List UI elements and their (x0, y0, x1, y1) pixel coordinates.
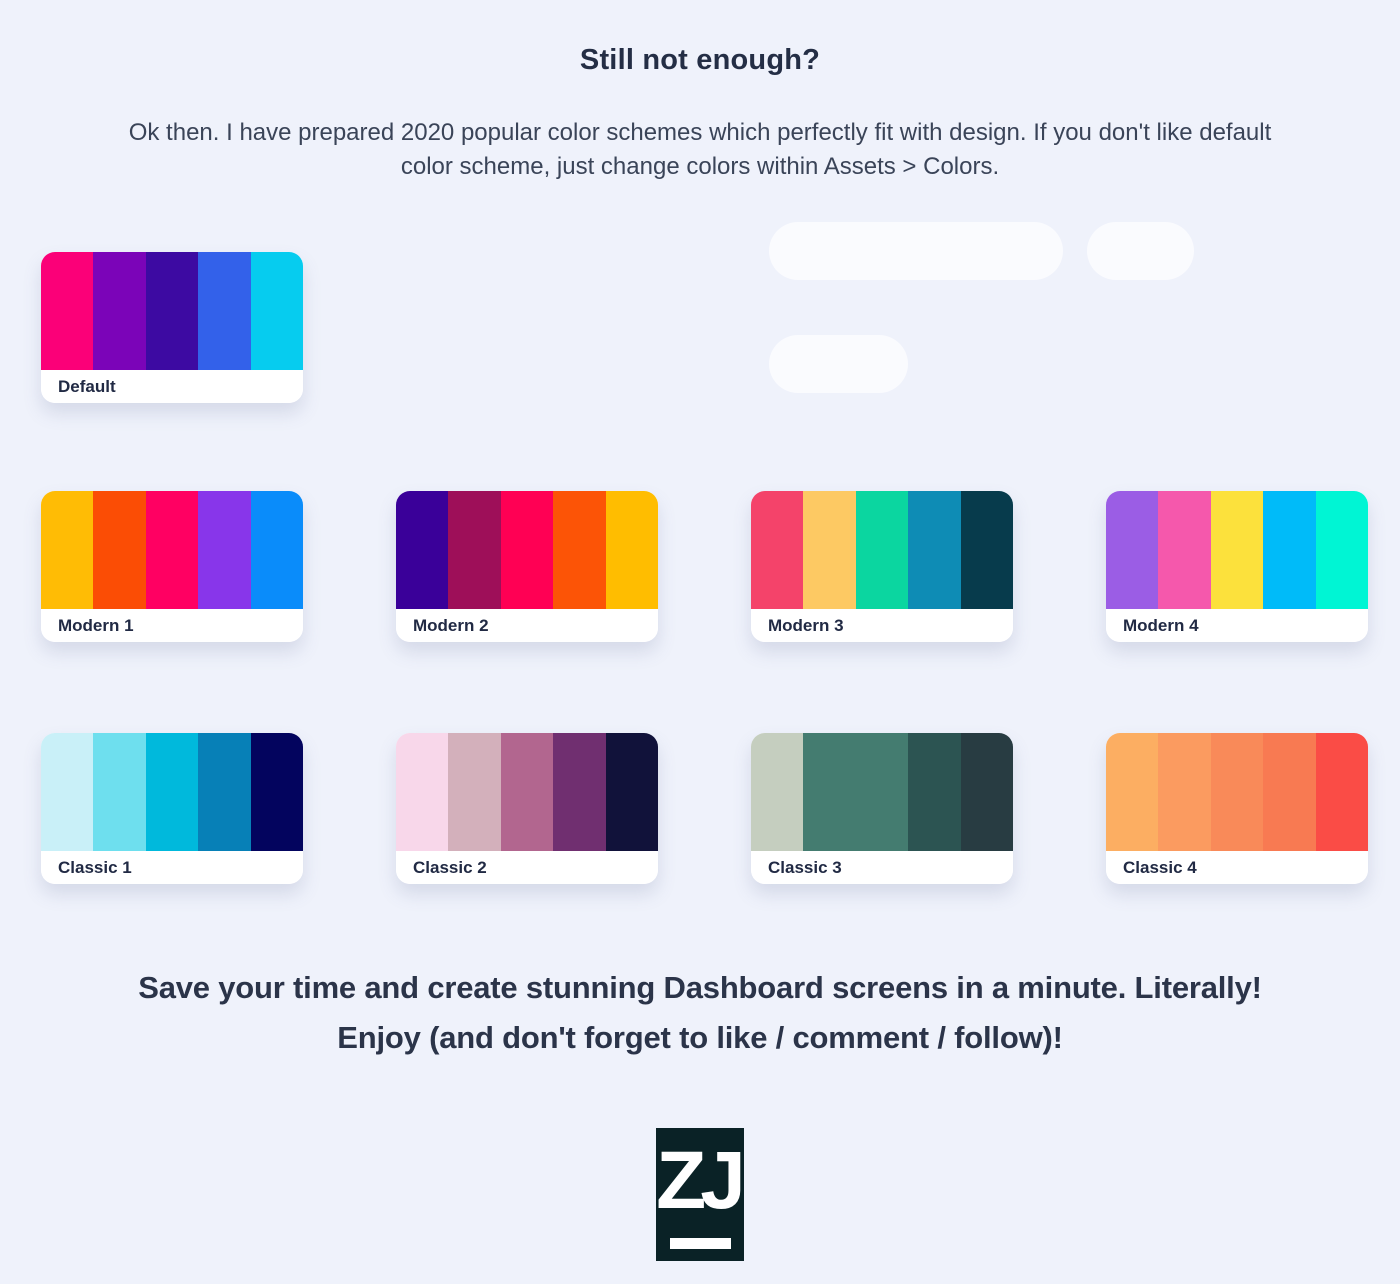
palette-row-2: Modern 1 Modern 2 Modern 3 Modern 4 (41, 491, 1368, 642)
palette-label: Classic 1 (41, 851, 303, 884)
palette-card-modern-2: Modern 2 (396, 491, 658, 642)
zj-logo-letters: ZJ (656, 1135, 746, 1226)
color-swatch (93, 252, 146, 370)
color-swatch (908, 733, 961, 851)
palette-label: Default (41, 370, 303, 403)
color-swatch (198, 733, 251, 851)
palette-card-default: Default (41, 252, 303, 403)
color-swatch (751, 733, 804, 851)
color-swatch (396, 733, 449, 851)
color-swatch (803, 733, 856, 851)
swatch-strip (751, 491, 1013, 609)
palette-card-modern-1: Modern 1 (41, 491, 303, 642)
color-swatch (1263, 491, 1316, 609)
color-swatch (855, 491, 909, 609)
swatch-strip (41, 733, 303, 851)
color-swatch (250, 733, 303, 851)
color-swatch (1158, 491, 1211, 609)
footer-headline-line2: Enjoy (and don't forget to like / commen… (337, 1020, 1063, 1055)
color-swatch (145, 733, 199, 851)
color-swatch (500, 733, 554, 851)
swatch-strip (396, 733, 658, 851)
ghost-placeholder-pill (1087, 222, 1194, 280)
color-swatch (1106, 491, 1159, 609)
swatch-strip (1106, 733, 1368, 851)
color-swatch (145, 491, 199, 609)
color-swatch (855, 733, 909, 851)
swatch-strip (751, 733, 1013, 851)
color-swatch (145, 252, 199, 370)
color-swatch (803, 491, 856, 609)
color-swatch (500, 491, 554, 609)
footer-headline-line1: Save your time and create stunning Dashb… (138, 970, 1262, 1005)
color-swatch (605, 733, 658, 851)
palette-label: Classic 4 (1106, 851, 1368, 884)
palette-label: Modern 4 (1106, 609, 1368, 642)
palette-label: Modern 3 (751, 609, 1013, 642)
color-swatch (93, 491, 146, 609)
ghost-placeholder-pill (769, 335, 908, 393)
color-swatch (751, 491, 804, 609)
color-swatch (93, 733, 146, 851)
palette-card-classic-1: Classic 1 (41, 733, 303, 884)
swatch-strip (41, 491, 303, 609)
color-swatch (41, 733, 94, 851)
color-swatch (1106, 733, 1159, 851)
zj-logo-underline-bar (669, 1238, 731, 1249)
palette-label: Classic 3 (751, 851, 1013, 884)
color-swatch (1158, 733, 1211, 851)
swatch-strip (41, 252, 303, 370)
color-swatch (41, 491, 94, 609)
color-swatch (448, 491, 501, 609)
swatch-strip (1106, 491, 1368, 609)
color-swatch (553, 733, 606, 851)
palette-label: Modern 1 (41, 609, 303, 642)
color-swatch (1315, 491, 1368, 609)
color-swatch (396, 491, 449, 609)
page-title: Still not enough? (579, 44, 821, 76)
page-description: Ok then. I have prepared 2020 popular co… (128, 119, 1272, 180)
color-swatch (250, 491, 303, 609)
color-swatch (448, 733, 501, 851)
palette-label: Classic 2 (396, 851, 658, 884)
color-swatch (198, 491, 251, 609)
color-swatch (960, 733, 1013, 851)
color-swatch (605, 491, 658, 609)
palette-card-classic-4: Classic 4 (1106, 733, 1368, 884)
ghost-placeholder-pill (769, 222, 1063, 280)
color-swatch (908, 491, 961, 609)
palette-row-3: Classic 1 Classic 2 Classic 3 Classic 4 (41, 733, 1368, 884)
color-swatch (1210, 491, 1264, 609)
color-swatch (960, 491, 1013, 609)
palette-label: Modern 2 (396, 609, 658, 642)
palette-card-classic-2: Classic 2 (396, 733, 658, 884)
color-swatch (553, 491, 606, 609)
color-swatch (1210, 733, 1264, 851)
color-swatch (1263, 733, 1316, 851)
palette-card-classic-3: Classic 3 (751, 733, 1013, 884)
zj-logo: ZJ (656, 1128, 746, 1261)
color-swatch (1315, 733, 1368, 851)
color-swatch (250, 252, 303, 370)
swatch-strip (396, 491, 658, 609)
palette-row-1: Default (41, 252, 303, 403)
palette-card-modern-4: Modern 4 (1106, 491, 1368, 642)
palette-card-modern-3: Modern 3 (751, 491, 1013, 642)
color-swatch (41, 252, 94, 370)
color-swatch (198, 252, 251, 370)
